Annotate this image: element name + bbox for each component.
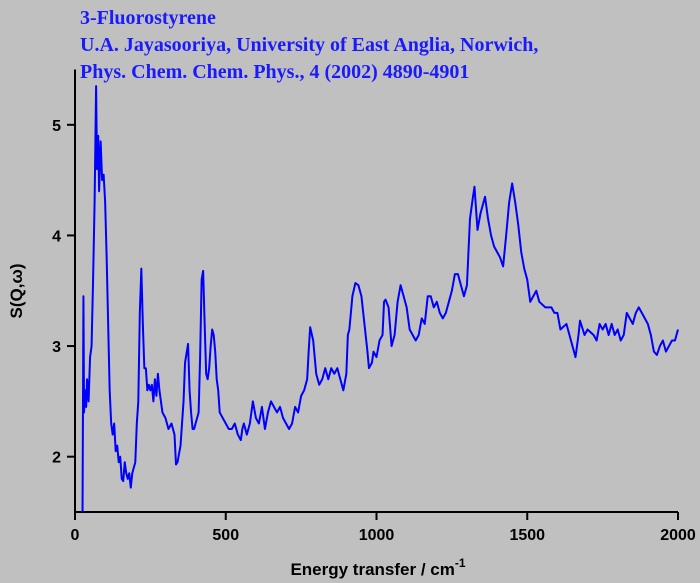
x-tick-label: 500 (212, 527, 239, 544)
x-axis-label-superscript: -1 (455, 556, 466, 570)
x-tick-label: 1500 (509, 527, 545, 544)
x-tick-label: 2000 (660, 527, 696, 544)
chart-title: 3-Fluorostyrene (80, 7, 216, 29)
x-tick-label: 0 (71, 527, 80, 544)
x-axis-label-text: Energy transfer / cm (290, 560, 454, 579)
y-tick-label: 3 (52, 339, 61, 356)
data-line (81, 85, 679, 513)
chart-title: Phys. Chem. Chem. Phys., 4 (2002) 4890-4… (80, 61, 469, 83)
y-tick-label: 5 (52, 118, 61, 135)
chart-title: U.A. Jayasooriya, University of East Ang… (80, 34, 538, 56)
x-axis-label: Energy transfer / cm-1 (290, 556, 465, 579)
y-tick-label: 4 (52, 228, 61, 245)
y-axis-label: S(Q,ω) (7, 264, 26, 319)
y-tick-label: 2 (52, 450, 61, 467)
x-tick-label: 1000 (359, 527, 395, 544)
